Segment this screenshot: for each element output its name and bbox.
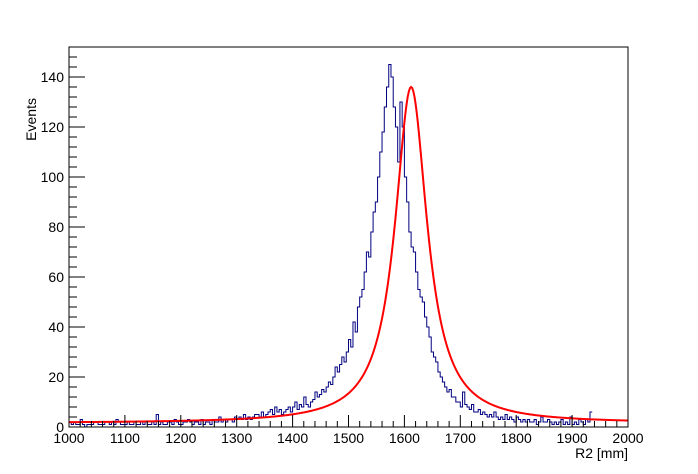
y-tick-label: 40 xyxy=(48,319,64,335)
x-tick-label: 1400 xyxy=(277,430,308,446)
x-tick-label: 1200 xyxy=(165,430,196,446)
plot-frame xyxy=(68,46,629,428)
x-tick-label: 1800 xyxy=(501,430,532,446)
axes xyxy=(68,46,629,428)
y-tick-label: 120 xyxy=(41,119,65,135)
y-axis-label: Events xyxy=(23,98,39,141)
fit-series xyxy=(69,85,629,424)
x-tick-label: 1300 xyxy=(221,430,252,446)
x-tick-label: 2000 xyxy=(612,430,643,446)
y-tick-label: 100 xyxy=(41,169,65,185)
x-axis: 1000 1100 1200 1300 1400 1500 1600 1700 1800 1900… xyxy=(53,415,644,446)
y-tick-label: 140 xyxy=(41,69,65,85)
histogram-outline xyxy=(68,64,593,428)
y-tick-label: 60 xyxy=(48,269,64,285)
y-tick-label: 20 xyxy=(48,369,64,385)
y-tick-label: 80 xyxy=(48,219,64,235)
x-tick-label: 1600 xyxy=(389,430,420,446)
x-axis-label: R2 [mm] xyxy=(575,445,628,461)
y-tick-label: 0 xyxy=(56,419,64,435)
x-tick-label: 1100 xyxy=(110,430,140,446)
x-tick-label: 1500 xyxy=(333,430,364,446)
histogram-series xyxy=(68,64,593,428)
x-tick-label: 1700 xyxy=(445,430,476,446)
x-tick-label: 1000 xyxy=(53,430,84,446)
y-axis: 0 20 40 60 80 100 120 140 xyxy=(41,46,85,435)
fit-curve xyxy=(69,85,629,424)
x-tick-label: 1900 xyxy=(557,430,588,446)
